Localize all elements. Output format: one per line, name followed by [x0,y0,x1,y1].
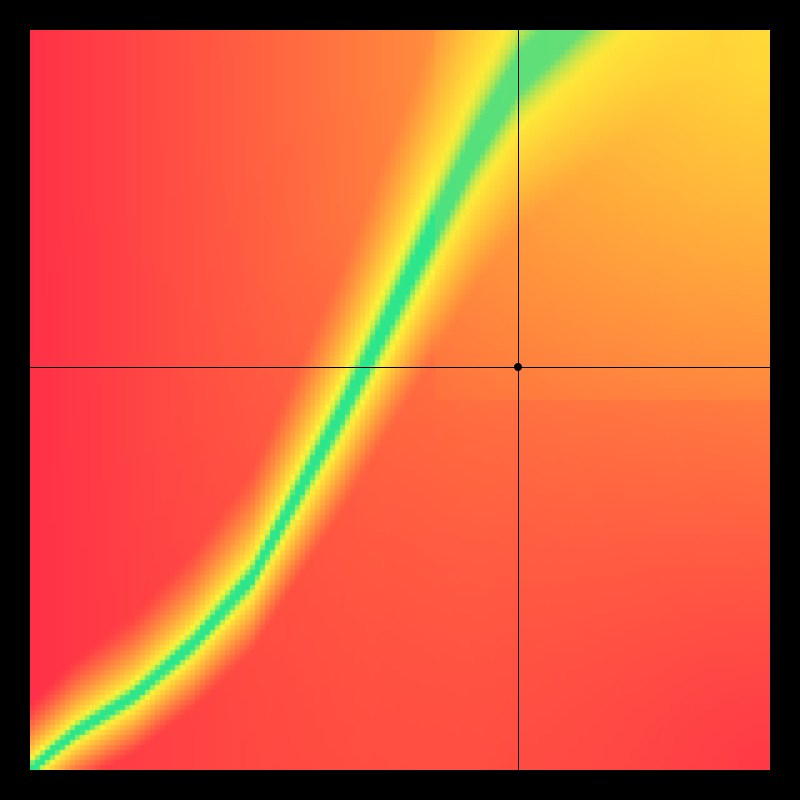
crosshair-horizontal [30,367,770,368]
heatmap-canvas [30,30,770,770]
crosshair-marker [514,363,522,371]
chart-container: TheBottleneck.com [0,0,800,800]
heatmap-plot-area [30,30,770,770]
crosshair-vertical [518,30,519,770]
watermark-text: TheBottleneck.com [591,6,770,29]
